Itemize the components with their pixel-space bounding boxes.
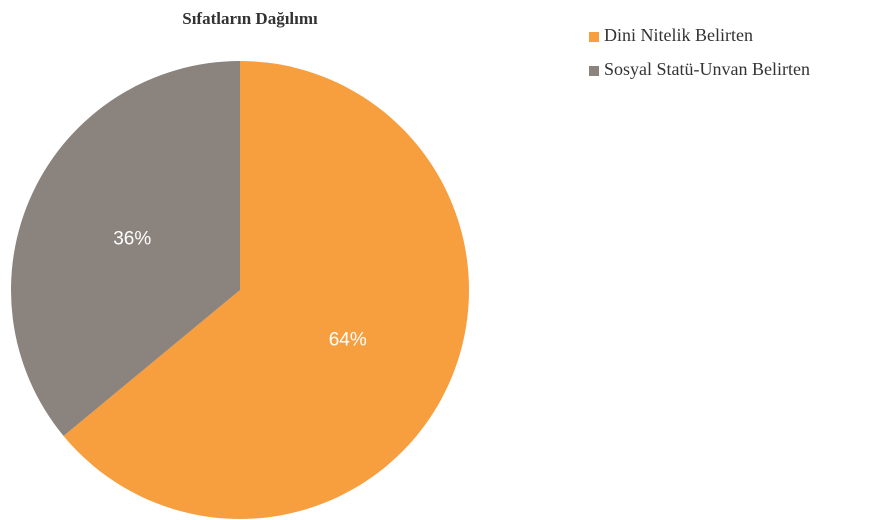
legend-swatch	[589, 32, 599, 42]
legend-label: Sosyal Statü-Unvan Belirten	[604, 59, 810, 79]
data-label: 64%	[329, 330, 367, 351]
chart-title: Sıfatların Dağılımı	[182, 9, 318, 28]
data-label: 36%	[113, 228, 151, 249]
pie-slice	[10, 61, 240, 436]
legend-swatch	[589, 66, 599, 76]
pie-slice	[63, 61, 469, 520]
legend-label: Dini Nitelik Belirten	[604, 25, 753, 45]
